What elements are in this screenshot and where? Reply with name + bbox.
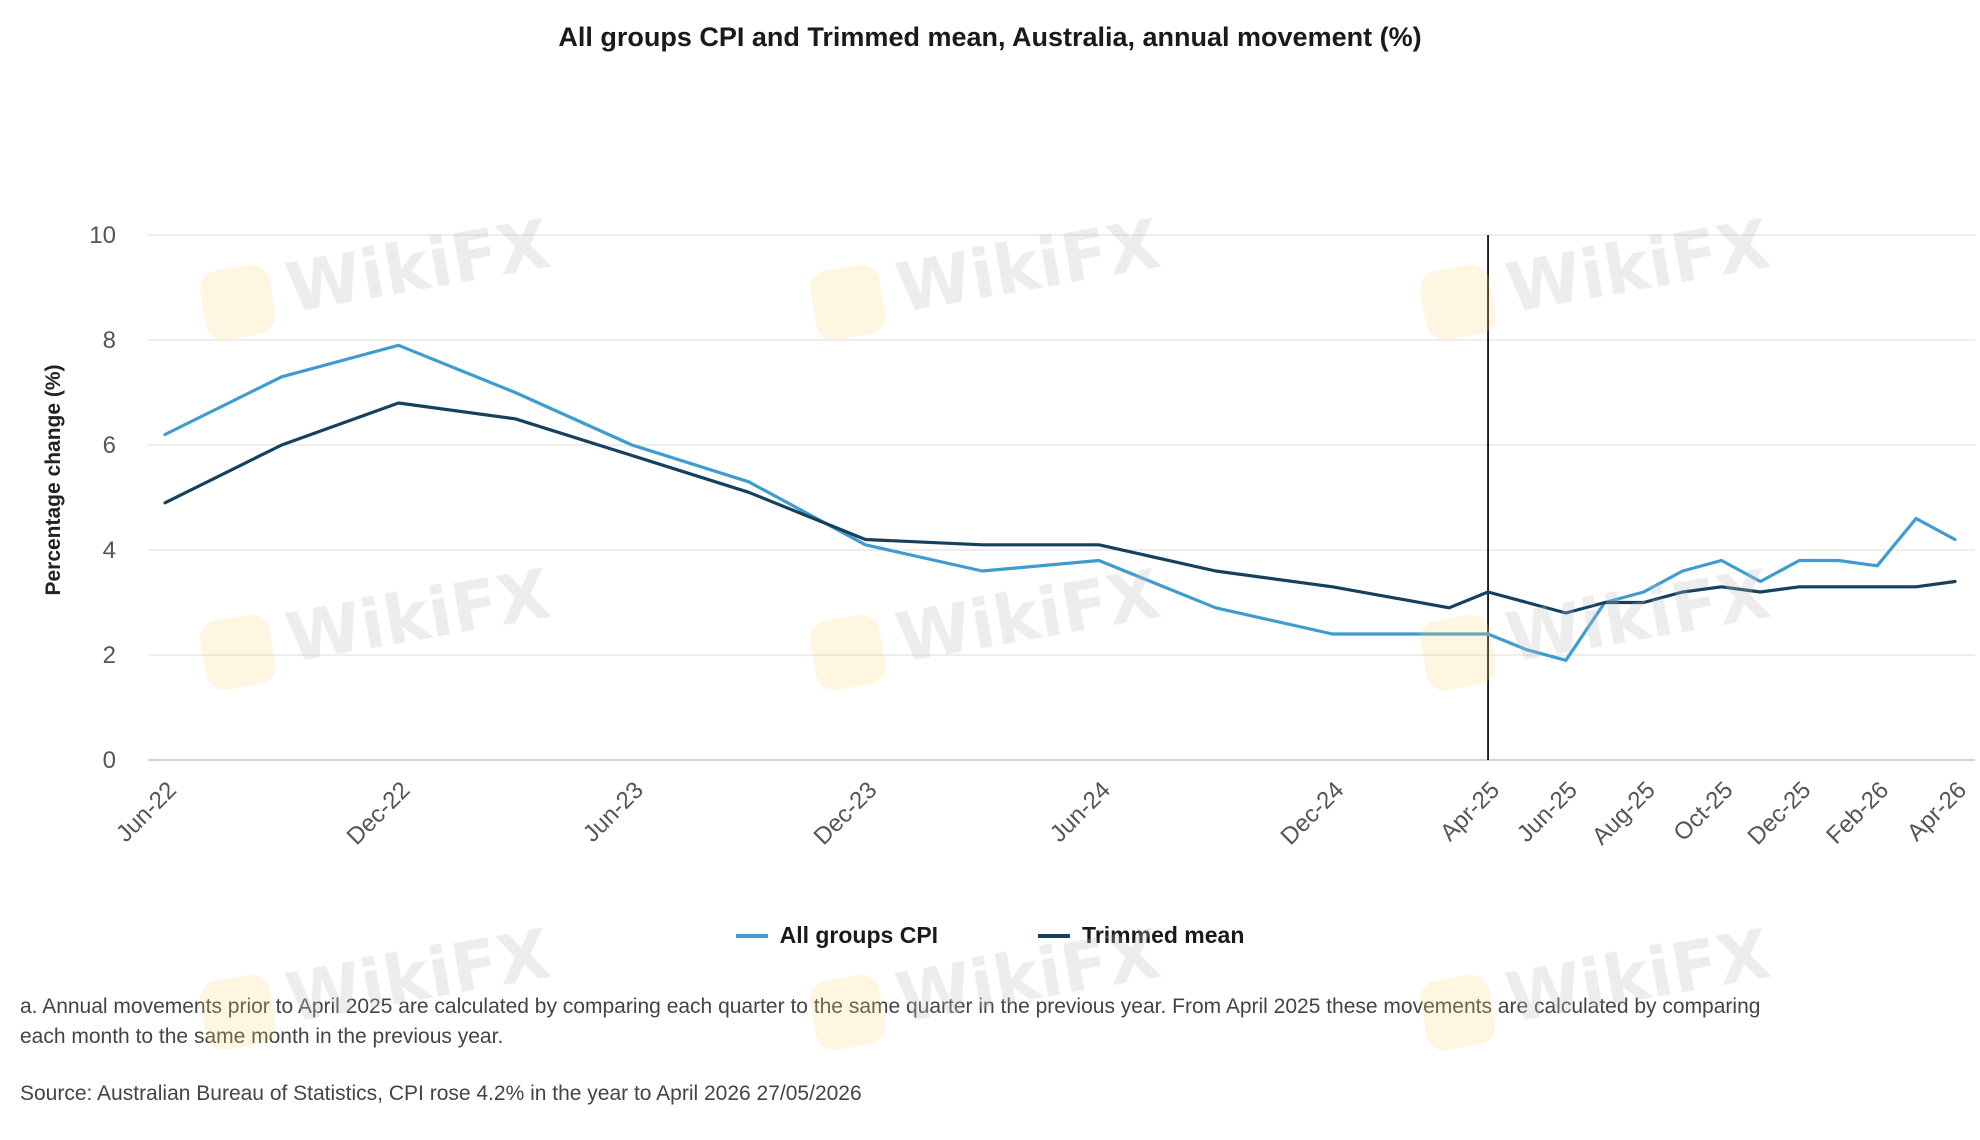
x-tick-label: Dec-22 — [342, 777, 416, 851]
x-tick-label: Oct-25 — [1668, 777, 1738, 847]
x-tick-label: Aug-25 — [1587, 777, 1661, 851]
y-tick-label: 6 — [103, 432, 116, 459]
legend: All groups CPI Trimmed mean — [0, 922, 1980, 949]
x-tick-label: Dec-25 — [1743, 777, 1817, 851]
y-tick-label: 10 — [89, 222, 116, 249]
grid-lines — [148, 234, 1975, 761]
chart-title: All groups CPI and Trimmed mean, Austral… — [558, 22, 1422, 52]
legend-item-trimmed-mean[interactable]: Trimmed mean — [1038, 922, 1244, 949]
x-tick-label: Apr-26 — [1902, 777, 1972, 847]
x-tick-label: Jun-25 — [1512, 777, 1583, 848]
legend-item-cpi[interactable]: All groups CPI — [735, 922, 939, 949]
x-tick-label: Jun-24 — [1045, 777, 1116, 848]
y-tick-label: 4 — [103, 537, 116, 564]
x-tick-label: Dec-23 — [809, 777, 883, 851]
chart-source: Source: Australian Bureau of Statistics,… — [20, 1082, 862, 1105]
y-axis: 0 2 4 6 8 10 — [89, 222, 116, 774]
y-tick-label: 0 — [103, 747, 116, 774]
legend-label-trimmed-mean: Trimmed mean — [1082, 922, 1245, 948]
x-tick-label: Feb-26 — [1821, 777, 1894, 850]
x-tick-label: Jun-22 — [111, 777, 182, 848]
y-tick-label: 2 — [103, 642, 116, 669]
chart-footnote: a. Annual movements prior to April 2025 … — [20, 995, 1761, 1048]
y-tick-label: 8 — [103, 327, 116, 354]
x-tick-label: Dec-24 — [1276, 777, 1350, 851]
x-tick-label: Apr-25 — [1435, 777, 1505, 847]
y-axis-label: Percentage change (%) — [42, 364, 65, 595]
x-axis: Jun-22 Dec-22 Jun-23 Dec-23 Jun-24 Dec-24 Apr-… — [111, 777, 1972, 851]
legend-swatch-cpi — [735, 933, 768, 938]
legend-label-cpi: All groups CPI — [779, 922, 939, 948]
series-line-all-groups-cpi — [163, 343, 1957, 662]
series-line-trimmed-mean — [163, 401, 1957, 615]
legend-swatch-trimmed-mean — [1038, 933, 1071, 938]
series-lines — [163, 343, 1957, 662]
x-tick-label: Jun-23 — [578, 777, 649, 848]
